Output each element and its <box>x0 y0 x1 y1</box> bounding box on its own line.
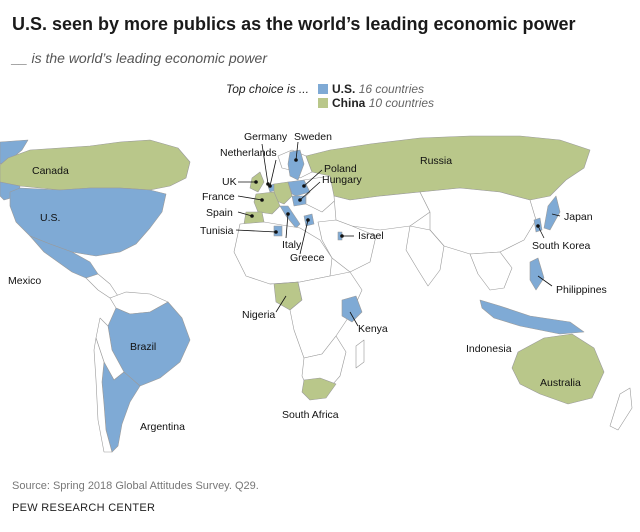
label-japan: Japan <box>564 211 593 223</box>
label-poland: Poland <box>324 163 357 175</box>
india <box>405 225 445 287</box>
label-philippines: Philippines <box>556 284 607 296</box>
label-uk: UK <box>222 176 237 188</box>
label-brazil: Brazil <box>130 341 156 353</box>
label-south-africa: South Africa <box>282 409 339 421</box>
credit: PEW RESEARCH CENTER <box>12 502 156 514</box>
country-france <box>253 191 281 215</box>
country-us <box>9 187 167 257</box>
country-australia <box>511 333 605 405</box>
label-greece: Greece <box>290 252 325 264</box>
legend-us: U.S. 16 countries <box>318 82 424 96</box>
new-zealand <box>609 387 633 431</box>
central-america <box>85 273 119 299</box>
country-philippines <box>529 257 545 291</box>
country-israel <box>337 231 343 241</box>
legend: Top choice is ... U.S. 16 countries Chin… <box>0 82 640 112</box>
country-indonesia <box>479 299 585 335</box>
label-leaders <box>235 141 561 327</box>
middle-east <box>317 219 377 273</box>
label-hungary: Hungary <box>322 174 362 186</box>
label-spain: Spain <box>206 207 233 219</box>
country-italy <box>279 205 301 229</box>
label-italy: Italy <box>282 239 302 251</box>
madagascar <box>355 339 365 369</box>
label-nigeria: Nigeria <box>242 309 275 321</box>
legend-china-swatch <box>318 98 328 108</box>
legend-us-swatch <box>318 84 328 94</box>
legend-lead: Top choice is ... <box>226 82 309 96</box>
country-canada <box>0 139 191 191</box>
country-sweden <box>287 149 305 181</box>
world-map: Canada U.S. Mexico Brazil Argentina Germ… <box>0 131 633 453</box>
label-kenya: Kenya <box>358 323 388 335</box>
label-sweden: Sweden <box>294 131 332 143</box>
label-france: France <box>202 191 235 203</box>
label-israel: Israel <box>358 230 384 242</box>
label-tunisia: Tunisia <box>200 225 234 237</box>
legend-china-label: China <box>332 96 366 110</box>
china <box>419 187 537 255</box>
label-indonesia: Indonesia <box>466 343 512 355</box>
label-russia: Russia <box>420 155 452 167</box>
label-germany: Germany <box>244 131 288 143</box>
label-us: U.S. <box>40 212 60 224</box>
label-netherlands: Netherlands <box>220 147 277 159</box>
country-labels: Canada U.S. Mexico Brazil Argentina Germ… <box>8 131 607 433</box>
legend-china-count: 10 countries <box>368 96 435 110</box>
source-note: Source: Spring 2018 Global Attitudes Sur… <box>12 480 259 492</box>
label-argentina: Argentina <box>140 421 185 433</box>
legend-us-label: U.S. <box>332 82 356 96</box>
label-australia: Australia <box>540 377 581 389</box>
country-japan <box>543 195 561 231</box>
country-south-africa <box>301 377 337 401</box>
country-kenya <box>341 295 363 323</box>
label-mexico: Mexico <box>8 275 41 287</box>
chile <box>93 337 113 453</box>
label-canada: Canada <box>32 165 69 177</box>
country-poland <box>287 179 311 197</box>
legend-china: China 10 countries <box>318 96 434 110</box>
southeast-asia <box>469 251 513 291</box>
chart-title: U.S. seen by more publics as the world’s… <box>12 14 576 34</box>
chart-subtitle: __ is the world’s leading economic power <box>12 50 267 66</box>
legend-us-count: 16 countries <box>358 82 425 96</box>
label-south-korea: South Korea <box>532 240 591 252</box>
